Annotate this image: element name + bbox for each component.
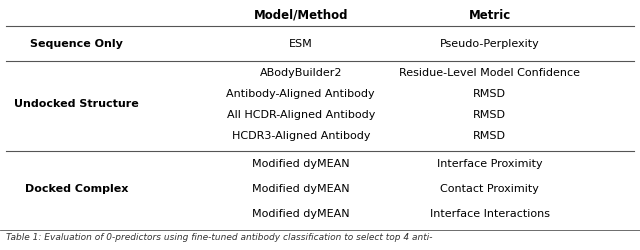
Text: Antibody-Aligned Antibody: Antibody-Aligned Antibody: [227, 89, 375, 99]
Text: RMSD: RMSD: [473, 89, 506, 99]
Text: Undocked Structure: Undocked Structure: [15, 99, 139, 110]
Text: Interface Proximity: Interface Proximity: [436, 159, 543, 169]
Text: Metric: Metric: [468, 9, 511, 22]
Text: Interface Interactions: Interface Interactions: [429, 209, 550, 219]
Text: Sequence Only: Sequence Only: [30, 39, 124, 49]
Text: Modified dyMEAN: Modified dyMEAN: [252, 184, 349, 194]
Text: RMSD: RMSD: [473, 110, 506, 120]
Text: ESM: ESM: [289, 39, 313, 49]
Text: Docked Complex: Docked Complex: [25, 184, 129, 194]
Text: All HCDR-Aligned Antibody: All HCDR-Aligned Antibody: [227, 110, 375, 120]
Text: Model/Method: Model/Method: [253, 9, 348, 22]
Text: Contact Proximity: Contact Proximity: [440, 184, 539, 194]
Text: ABodyBuilder2: ABodyBuilder2: [260, 68, 342, 78]
Text: Residue-Level Model Confidence: Residue-Level Model Confidence: [399, 68, 580, 78]
Text: HCDR3-Aligned Antibody: HCDR3-Aligned Antibody: [232, 131, 370, 141]
Text: RMSD: RMSD: [473, 131, 506, 141]
Text: Modified dyMEAN: Modified dyMEAN: [252, 159, 349, 169]
Text: Modified dyMEAN: Modified dyMEAN: [252, 209, 349, 219]
Text: Table 1: Evaluation of 0-predictors using fine-tuned antibody classification to : Table 1: Evaluation of 0-predictors usin…: [6, 234, 433, 242]
Text: Pseudo-Perplexity: Pseudo-Perplexity: [440, 39, 540, 49]
